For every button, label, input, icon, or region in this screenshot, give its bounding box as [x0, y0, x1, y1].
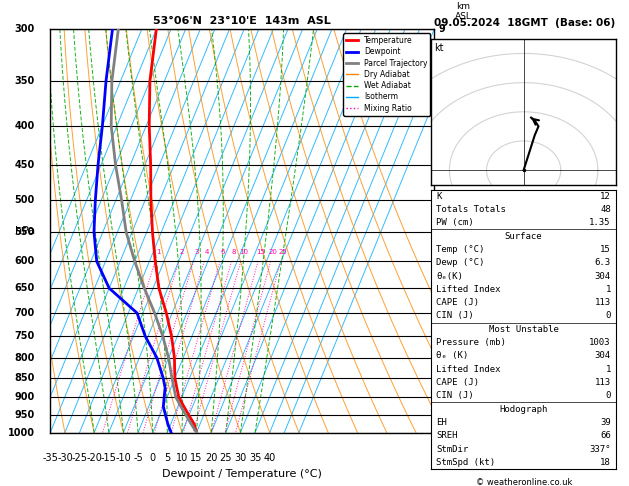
Text: -10: -10	[116, 453, 131, 463]
Text: 750: 750	[14, 331, 35, 341]
Text: PW (cm): PW (cm)	[437, 218, 474, 227]
Text: EH: EH	[437, 418, 447, 427]
Text: 500: 500	[14, 195, 35, 205]
Text: 1: 1	[606, 364, 611, 374]
Text: 337°: 337°	[589, 445, 611, 453]
Text: 9: 9	[438, 24, 445, 34]
Text: 1000: 1000	[8, 428, 35, 437]
Text: Hodograph: Hodograph	[499, 405, 548, 414]
Text: 30: 30	[235, 453, 247, 463]
Text: -20: -20	[86, 453, 102, 463]
Text: Dewpoint / Temperature (°C): Dewpoint / Temperature (°C)	[162, 469, 322, 479]
Text: 4: 4	[438, 257, 445, 266]
Text: Temp (°C): Temp (°C)	[437, 245, 485, 254]
Text: 2: 2	[179, 249, 184, 255]
Text: Surface: Surface	[505, 232, 542, 241]
Text: 20: 20	[205, 453, 218, 463]
Text: -35: -35	[42, 453, 58, 463]
Text: hPa: hPa	[15, 226, 35, 236]
Text: 1: 1	[606, 285, 611, 294]
Text: 304: 304	[595, 351, 611, 361]
Text: CIN (J): CIN (J)	[437, 312, 474, 320]
Text: 6.3: 6.3	[595, 258, 611, 267]
Text: θₑ (K): θₑ (K)	[437, 351, 469, 361]
Text: K: K	[437, 191, 442, 201]
Text: LCL: LCL	[438, 383, 455, 392]
Text: km
ASL: km ASL	[455, 1, 472, 21]
Text: StmDir: StmDir	[437, 445, 469, 453]
Text: 850: 850	[14, 373, 35, 383]
Text: 12: 12	[600, 191, 611, 201]
Text: 3: 3	[194, 249, 199, 255]
Text: 5: 5	[438, 195, 445, 205]
Text: © weatheronline.co.uk: © weatheronline.co.uk	[476, 478, 572, 486]
Text: 0: 0	[606, 312, 611, 320]
Text: 09.05.2024  18GMT  (Base: 06): 09.05.2024 18GMT (Base: 06)	[434, 18, 615, 29]
Text: 8: 8	[232, 249, 237, 255]
Text: -15: -15	[101, 453, 117, 463]
Text: 400: 400	[14, 121, 35, 131]
Text: 700: 700	[14, 308, 35, 318]
Text: 48: 48	[600, 205, 611, 214]
Text: 18: 18	[600, 458, 611, 467]
Text: 950: 950	[14, 410, 35, 420]
Text: Most Unstable: Most Unstable	[489, 325, 559, 334]
Text: Lifted Index: Lifted Index	[437, 285, 501, 294]
Text: 1003: 1003	[589, 338, 611, 347]
Text: StmSpd (kt): StmSpd (kt)	[437, 458, 496, 467]
Text: Mixing Ratio (g/kg): Mixing Ratio (g/kg)	[451, 194, 460, 267]
Text: 6: 6	[220, 249, 225, 255]
Text: -30: -30	[57, 453, 73, 463]
Text: 0: 0	[150, 453, 156, 463]
Text: 2: 2	[438, 353, 445, 363]
Text: 6: 6	[438, 160, 445, 170]
Text: 7: 7	[438, 121, 445, 131]
Text: 113: 113	[595, 378, 611, 387]
Text: 25: 25	[220, 453, 232, 463]
Title: 53°06'N  23°10'E  143m  ASL: 53°06'N 23°10'E 143m ASL	[153, 16, 331, 26]
Text: 300: 300	[14, 24, 35, 34]
Text: 15: 15	[600, 245, 611, 254]
Text: CIN (J): CIN (J)	[437, 391, 474, 400]
Text: 20: 20	[269, 249, 277, 255]
Text: 650: 650	[14, 283, 35, 293]
Text: 1.35: 1.35	[589, 218, 611, 227]
Text: 600: 600	[14, 257, 35, 266]
Text: 15: 15	[191, 453, 203, 463]
Legend: Temperature, Dewpoint, Parcel Trajectory, Dry Adiabat, Wet Adiabat, Isotherm, Mi: Temperature, Dewpoint, Parcel Trajectory…	[343, 33, 430, 116]
Text: CAPE (J): CAPE (J)	[437, 298, 479, 307]
Text: 550: 550	[14, 227, 35, 237]
Text: 35: 35	[249, 453, 261, 463]
Text: 1: 1	[438, 392, 445, 402]
Text: 450: 450	[14, 160, 35, 170]
Text: kt: kt	[435, 43, 444, 53]
Text: -5: -5	[133, 453, 143, 463]
Text: 900: 900	[14, 392, 35, 402]
Text: 66: 66	[600, 431, 611, 440]
Text: 40: 40	[264, 453, 276, 463]
Text: 15: 15	[256, 249, 265, 255]
Text: θₑ(K): θₑ(K)	[437, 272, 464, 280]
Text: 113: 113	[595, 298, 611, 307]
Text: 304: 304	[595, 272, 611, 280]
Text: 3: 3	[438, 308, 445, 318]
Text: 0: 0	[606, 391, 611, 400]
Text: 10: 10	[239, 249, 248, 255]
Text: Lifted Index: Lifted Index	[437, 364, 501, 374]
Text: CAPE (J): CAPE (J)	[437, 378, 479, 387]
Text: 4: 4	[205, 249, 209, 255]
Text: 350: 350	[14, 76, 35, 86]
Text: -25: -25	[72, 453, 87, 463]
Text: Pressure (mb): Pressure (mb)	[437, 338, 506, 347]
Text: 1: 1	[156, 249, 160, 255]
Text: 800: 800	[14, 353, 35, 363]
Text: 5: 5	[164, 453, 170, 463]
Text: Dewp (°C): Dewp (°C)	[437, 258, 485, 267]
Text: 8: 8	[438, 76, 445, 86]
Text: 10: 10	[176, 453, 188, 463]
Text: 25: 25	[279, 249, 287, 255]
Text: 39: 39	[600, 418, 611, 427]
Text: Totals Totals: Totals Totals	[437, 205, 506, 214]
Text: SREH: SREH	[437, 431, 458, 440]
